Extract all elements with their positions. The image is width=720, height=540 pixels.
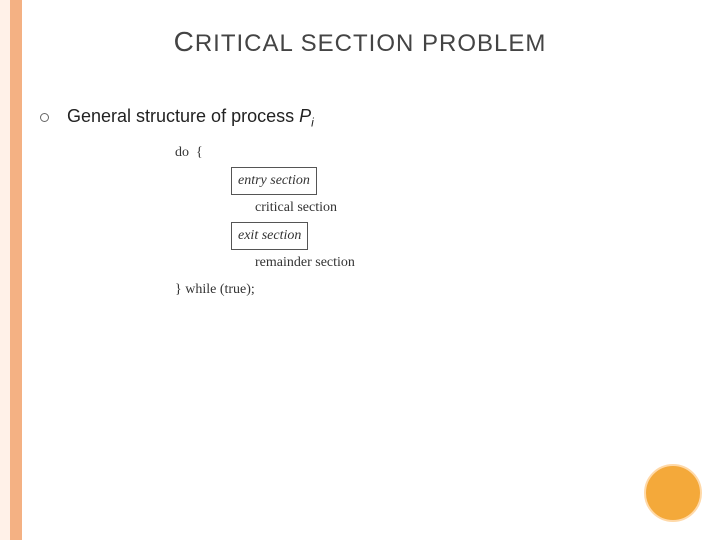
title-word3: PROBLEM <box>422 30 546 57</box>
code-line-while: } while (true); <box>175 277 435 304</box>
code-line-do: do { <box>175 140 435 167</box>
bullet-text: General structure of process Pi <box>67 106 314 130</box>
title-word1-first: C <box>174 26 195 57</box>
code-line-critical: critical section <box>175 195 435 222</box>
bullet-prefix: General structure of process <box>67 106 299 126</box>
bullet-var: P <box>299 106 311 126</box>
code-structure: do { entry section critical section exit… <box>175 140 435 304</box>
slide-title: CRITICAL SECTION PROBLEM <box>0 26 720 58</box>
code-line-remainder: remainder section <box>175 250 435 277</box>
bullet-item: General structure of process Pi <box>40 106 314 130</box>
title-word2: SECTION <box>301 30 415 57</box>
bullet-marker-icon <box>40 113 49 122</box>
title-word1-rest: RITICAL <box>195 30 293 57</box>
code-line-entry: entry section <box>175 167 435 196</box>
bullet-sub: i <box>311 116 314 130</box>
entry-section-box: entry section <box>231 167 317 196</box>
decorative-corner-circle <box>644 464 702 522</box>
code-line-exit: exit section <box>175 222 435 251</box>
side-stripe-inner <box>10 0 22 540</box>
exit-section-box: exit section <box>231 222 308 251</box>
